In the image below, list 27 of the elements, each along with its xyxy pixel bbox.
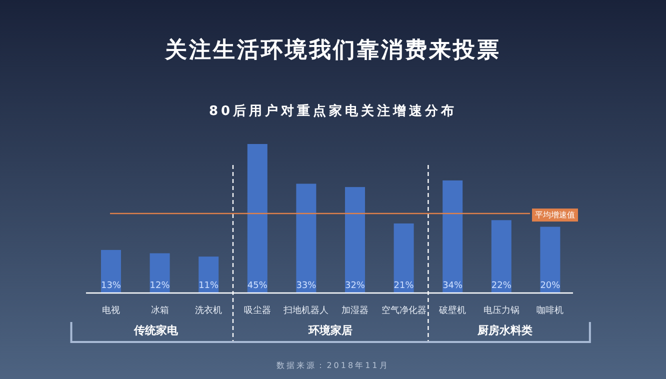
- x-tick-label: 扫地机器人: [282, 305, 329, 316]
- data-label: 22%: [491, 281, 512, 291]
- data-label: 11%: [198, 281, 220, 291]
- data-label: 32%: [344, 281, 366, 291]
- data-label: 34%: [442, 281, 464, 291]
- chart-subtitle: 80后用户对重点家电关注增速分布: [208, 103, 458, 119]
- x-tick-label: 破壁机: [438, 305, 466, 316]
- x-tick-label: 冰箱: [150, 305, 169, 316]
- x-tick-label: 咖啡机: [536, 305, 564, 316]
- x-tick-label: 空气净化器: [381, 305, 426, 316]
- source-note: 数据来源：2018年11月: [276, 361, 390, 370]
- text: 环境家居: [308, 324, 353, 337]
- data-label: 20%: [540, 281, 561, 291]
- x-tick-label: 吸尘器: [244, 305, 271, 316]
- data-label: 21%: [394, 281, 414, 291]
- x-tick-label: 电压力锅: [483, 305, 520, 316]
- x-tick-label: 电视: [102, 305, 120, 316]
- text: 传统家电: [133, 324, 180, 337]
- x-tick-label: 洗衣机: [195, 305, 222, 316]
- data-label: 12%: [150, 281, 170, 291]
- chart-title: 关注生活环境我们靠消费来投票: [164, 37, 501, 63]
- x-tick-label: 加湿器: [342, 305, 368, 316]
- data-label: 33%: [296, 281, 317, 291]
- data-label: 13%: [100, 281, 122, 291]
- data-label: 45%: [247, 281, 268, 291]
- ref-line-label: 平均增速值: [535, 210, 575, 220]
- text: 厨房水料类: [476, 324, 533, 337]
